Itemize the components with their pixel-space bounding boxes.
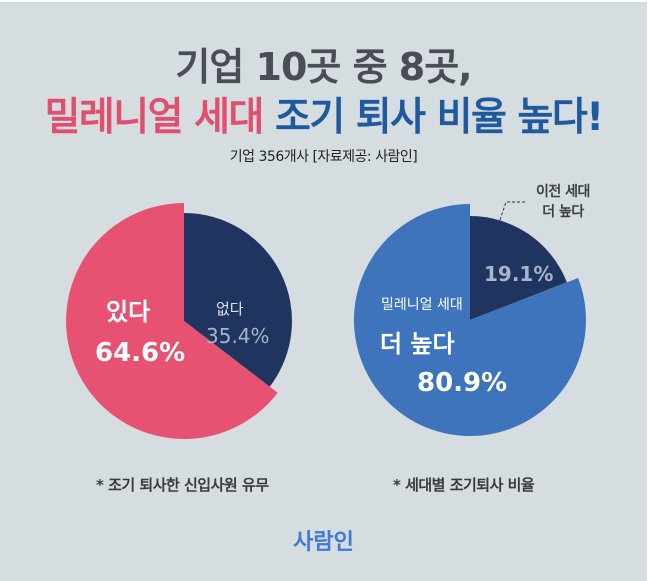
title-line-2: 밀레니얼 세대 조기 퇴사 비율 높다!	[0, 86, 647, 142]
callout-previous-generation: 이전 세대 더 높다	[533, 182, 593, 222]
left-chart-caption: * 조기 퇴사한 신입사원 유무	[96, 476, 269, 494]
callout-line-1: 이전 세대	[536, 184, 590, 200]
title-rest: 조기 퇴사 비율 높다!	[274, 95, 604, 140]
yes-value: 64.6%	[95, 338, 186, 368]
right-chart-caption: * 세대별 조기퇴사 비율	[393, 476, 535, 494]
callout-leader-line	[499, 201, 526, 221]
millennial-value: 80.9%	[417, 368, 508, 398]
pie-slice-millennial	[353, 204, 586, 436]
pie-slice-yes	[66, 203, 278, 439]
title-line-1: 기업 10곳 중 8곳,	[175, 45, 472, 89]
millennial-label-big: 더 높다	[380, 330, 455, 358]
title-highlight: 밀레니얼 세대	[44, 95, 265, 140]
no-label: 없다	[216, 300, 244, 318]
previous-value: 19.1%	[484, 262, 554, 286]
no-value: 35.4%	[206, 324, 270, 348]
callout-line-2: 더 높다	[542, 204, 584, 220]
pie-slice-no	[184, 213, 292, 387]
saramin-logo: 사람인	[293, 530, 354, 555]
millennial-label-small: 밀레니얼 세대	[381, 297, 463, 313]
subtitle-source: 기업 356개사 [자료제공: 사람인]	[229, 149, 418, 165]
pie-slice-previous-generation	[470, 216, 567, 320]
yes-label: 있다	[106, 298, 151, 326]
